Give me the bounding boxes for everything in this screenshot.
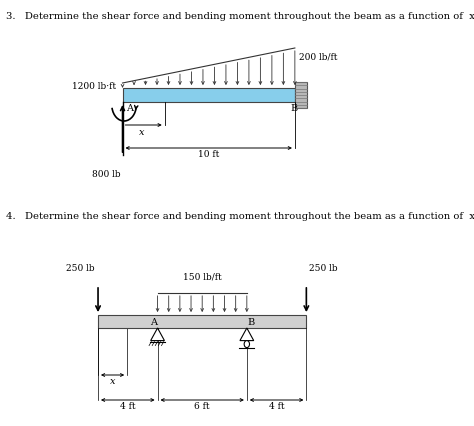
Text: 200 lb/ft: 200 lb/ft (299, 52, 337, 61)
Text: 250 lb: 250 lb (310, 264, 338, 273)
Bar (98, 315, 306, 328)
Text: 4.   Determine the shear force and bending moment throughout the beam as a funct: 4. Determine the shear force and bending… (6, 212, 474, 221)
Text: 4 ft: 4 ft (269, 402, 284, 411)
Text: x: x (139, 128, 145, 137)
Text: x: x (110, 377, 115, 386)
Text: 4 ft: 4 ft (120, 402, 136, 411)
Text: 800 lb: 800 lb (92, 170, 121, 179)
Circle shape (244, 341, 249, 348)
Text: A: A (150, 318, 157, 327)
Bar (123, 88, 295, 102)
Text: 1200 lb·ft: 1200 lb·ft (73, 82, 117, 91)
Text: 6 ft: 6 ft (194, 402, 210, 411)
Text: 250 lb: 250 lb (66, 264, 95, 273)
Text: A: A (127, 104, 133, 113)
Polygon shape (240, 328, 254, 341)
Text: B: B (247, 318, 255, 327)
Polygon shape (151, 328, 164, 341)
Text: 150 lb/ft: 150 lb/ft (183, 273, 221, 282)
Bar (295, 82, 307, 108)
Text: B: B (290, 104, 298, 113)
Text: 3.   Determine the shear force and bending moment throughout the beam as a funct: 3. Determine the shear force and bending… (6, 12, 474, 21)
Text: 10 ft: 10 ft (198, 150, 219, 159)
